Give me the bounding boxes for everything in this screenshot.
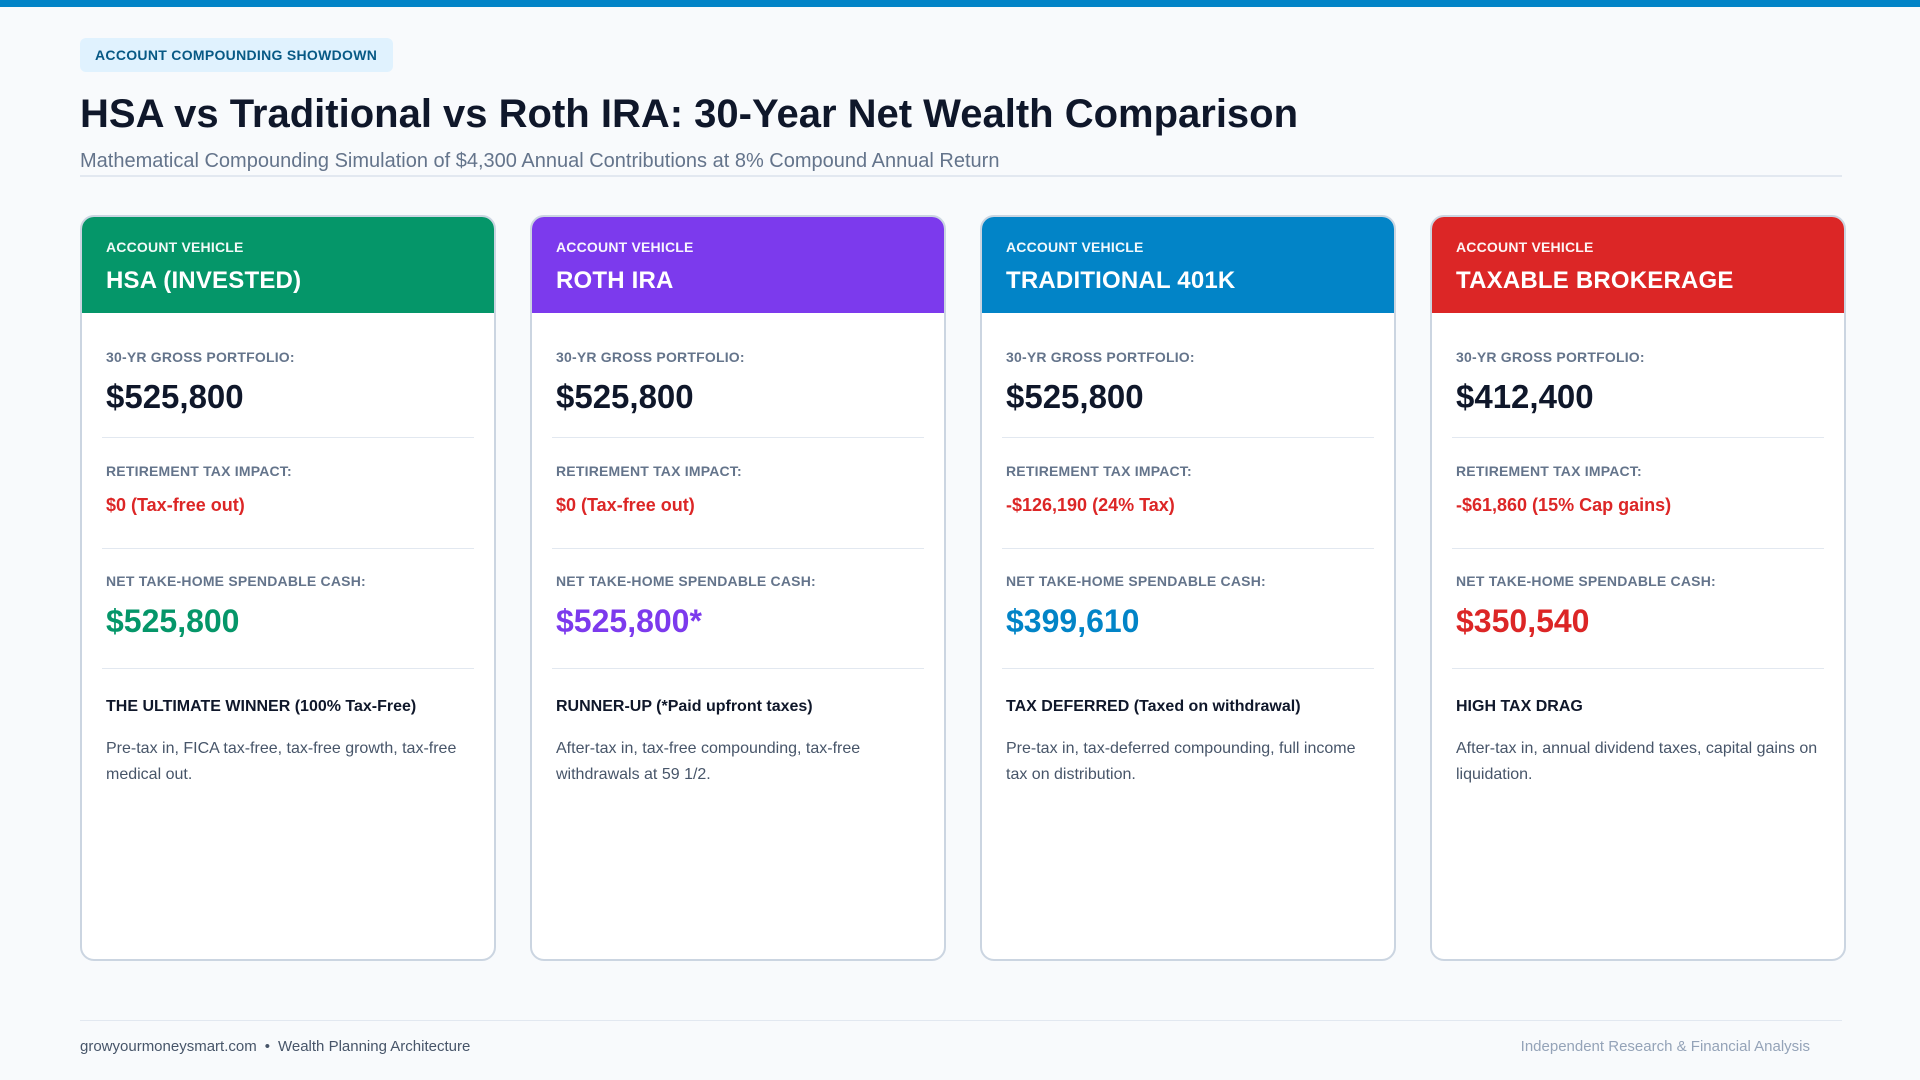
footer-section: Wealth Planning Architecture	[277, 1038, 471, 1055]
tax-label: RETIREMENT TAX IMPACT:	[556, 463, 742, 479]
gross-portfolio-section: 30-YR GROSS PORTFOLIO: $525,800	[1002, 313, 1374, 438]
verdict-description: Pre-tax in, FICA tax-free, tax-free grow…	[106, 740, 457, 783]
verdict-section: THE ULTIMATE WINNER (100% Tax-Free) Pre-…	[102, 669, 474, 788]
account-name: HSA (INVESTED)	[106, 267, 302, 294]
page-title: HSA vs Traditional vs Roth IRA: 30-Year …	[80, 92, 1299, 136]
net-label: NET TAKE-HOME SPENDABLE CASH:	[1006, 573, 1266, 589]
header-divider	[80, 175, 1842, 177]
net-cash-section: NET TAKE-HOME SPENDABLE CASH: $399,610	[1002, 549, 1374, 669]
footer-tagline: Independent Research & Financial Analysi…	[1520, 1038, 1810, 1055]
net-value: $399,610	[1006, 603, 1140, 639]
verdict-description: After-tax in, annual dividend taxes, cap…	[1456, 740, 1818, 783]
gross-value: $525,800	[106, 378, 244, 415]
net-value: $525,800*	[556, 603, 702, 639]
verdict-section: HIGH TAX DRAG After-tax in, annual divid…	[1452, 669, 1824, 788]
account-card-roth-ira: ACCOUNT VEHICLE ROTH IRA 30-YR GROSS POR…	[530, 215, 946, 961]
net-value: $350,540	[1456, 603, 1590, 639]
top-accent-bar	[0, 0, 1920, 7]
verdict-description: Pre-tax in, tax-deferred compounding, fu…	[1006, 740, 1356, 783]
tax-impact-section: RETIREMENT TAX IMPACT: -$126,190 (24% Ta…	[1002, 438, 1374, 549]
account-card-taxable-brokerage: ACCOUNT VEHICLE TAXABLE BROKERAGE 30-YR …	[1430, 215, 1846, 961]
net-label: NET TAKE-HOME SPENDABLE CASH:	[1456, 573, 1716, 589]
account-name: TRADITIONAL 401K	[1006, 267, 1236, 294]
gross-label: 30-YR GROSS PORTFOLIO:	[106, 349, 295, 365]
card-eyebrow: ACCOUNT VEHICLE	[1006, 239, 1144, 255]
account-name: ROTH IRA	[556, 267, 674, 294]
net-cash-section: NET TAKE-HOME SPENDABLE CASH: $350,540	[1452, 549, 1824, 669]
account-card-traditional-401k: ACCOUNT VEHICLE TRADITIONAL 401K 30-YR G…	[980, 215, 1396, 961]
account-card-hsa: ACCOUNT VEHICLE HSA (INVESTED) 30-YR GRO…	[80, 215, 496, 961]
gross-label: 30-YR GROSS PORTFOLIO:	[1456, 349, 1645, 365]
tax-impact-section: RETIREMENT TAX IMPACT: $0 (Tax-free out)	[552, 438, 924, 549]
card-header: ACCOUNT VEHICLE TRADITIONAL 401K	[982, 217, 1394, 313]
tax-impact-section: RETIREMENT TAX IMPACT: -$61,860 (15% Cap…	[1452, 438, 1824, 549]
verdict-section: TAX DEFERRED (Taxed on withdrawal) Pre-t…	[1002, 669, 1374, 788]
verdict-description: After-tax in, tax-free compounding, tax-…	[556, 740, 861, 783]
category-badge: ACCOUNT COMPOUNDING SHOWDOWN	[80, 38, 394, 72]
net-cash-section: NET TAKE-HOME SPENDABLE CASH: $525,800	[102, 549, 474, 669]
net-cash-section: NET TAKE-HOME SPENDABLE CASH: $525,800*	[552, 549, 924, 669]
footer-divider	[80, 1020, 1842, 1021]
page-subtitle: Mathematical Compounding Simulation of $…	[80, 150, 1000, 172]
page-header: ACCOUNT COMPOUNDING SHOWDOWN HSA vs Trad…	[80, 38, 1842, 174]
gross-portfolio-section: 30-YR GROSS PORTFOLIO: $525,800	[102, 313, 474, 438]
tax-value: -$126,190 (24% Tax)	[1006, 495, 1175, 515]
card-eyebrow: ACCOUNT VEHICLE	[1456, 239, 1594, 255]
gross-value: $525,800	[1006, 378, 1144, 415]
card-header: ACCOUNT VEHICLE TAXABLE BROKERAGE	[1432, 217, 1844, 313]
account-name: TAXABLE BROKERAGE	[1456, 267, 1734, 294]
net-label: NET TAKE-HOME SPENDABLE CASH:	[556, 573, 816, 589]
card-eyebrow: ACCOUNT VEHICLE	[106, 239, 244, 255]
net-label: NET TAKE-HOME SPENDABLE CASH:	[106, 573, 366, 589]
tax-value: $0 (Tax-free out)	[556, 495, 695, 515]
gross-value: $412,400	[1456, 378, 1594, 415]
card-header: ACCOUNT VEHICLE ROTH IRA	[532, 217, 944, 313]
tax-value: -$61,860 (15% Cap gains)	[1456, 495, 1672, 515]
gross-portfolio-section: 30-YR GROSS PORTFOLIO: $525,800	[552, 313, 924, 438]
tax-label: RETIREMENT TAX IMPACT:	[1006, 463, 1192, 479]
gross-portfolio-section: 30-YR GROSS PORTFOLIO: $412,400	[1452, 313, 1824, 438]
gross-value: $525,800	[556, 378, 694, 415]
comparison-cards: ACCOUNT VEHICLE HSA (INVESTED) 30-YR GRO…	[80, 215, 1846, 961]
verdict-section: RUNNER-UP (*Paid upfront taxes) After-ta…	[552, 669, 924, 788]
footer-credit: growyourmoneysmart.com • Wealth Planning A…	[80, 1038, 470, 1055]
footer-separator: •	[264, 1038, 270, 1055]
tax-value: $0 (Tax-free out)	[106, 495, 245, 515]
verdict-title: TAX DEFERRED (Taxed on withdrawal)	[1006, 698, 1301, 715]
verdict-title: HIGH TAX DRAG	[1456, 698, 1583, 715]
tax-label: RETIREMENT TAX IMPACT:	[106, 463, 292, 479]
card-eyebrow: ACCOUNT VEHICLE	[556, 239, 694, 255]
net-value: $525,800	[106, 603, 240, 639]
card-header: ACCOUNT VEHICLE HSA (INVESTED)	[82, 217, 494, 313]
verdict-title: RUNNER-UP (*Paid upfront taxes)	[556, 698, 813, 715]
footer-site-link[interactable]: growyourmoneysmart.com	[80, 1038, 257, 1055]
tax-label: RETIREMENT TAX IMPACT:	[1456, 463, 1642, 479]
verdict-title: THE ULTIMATE WINNER (100% Tax-Free)	[106, 698, 417, 715]
gross-label: 30-YR GROSS PORTFOLIO:	[1006, 349, 1195, 365]
tax-impact-section: RETIREMENT TAX IMPACT: $0 (Tax-free out)	[102, 438, 474, 549]
gross-label: 30-YR GROSS PORTFOLIO:	[556, 349, 745, 365]
